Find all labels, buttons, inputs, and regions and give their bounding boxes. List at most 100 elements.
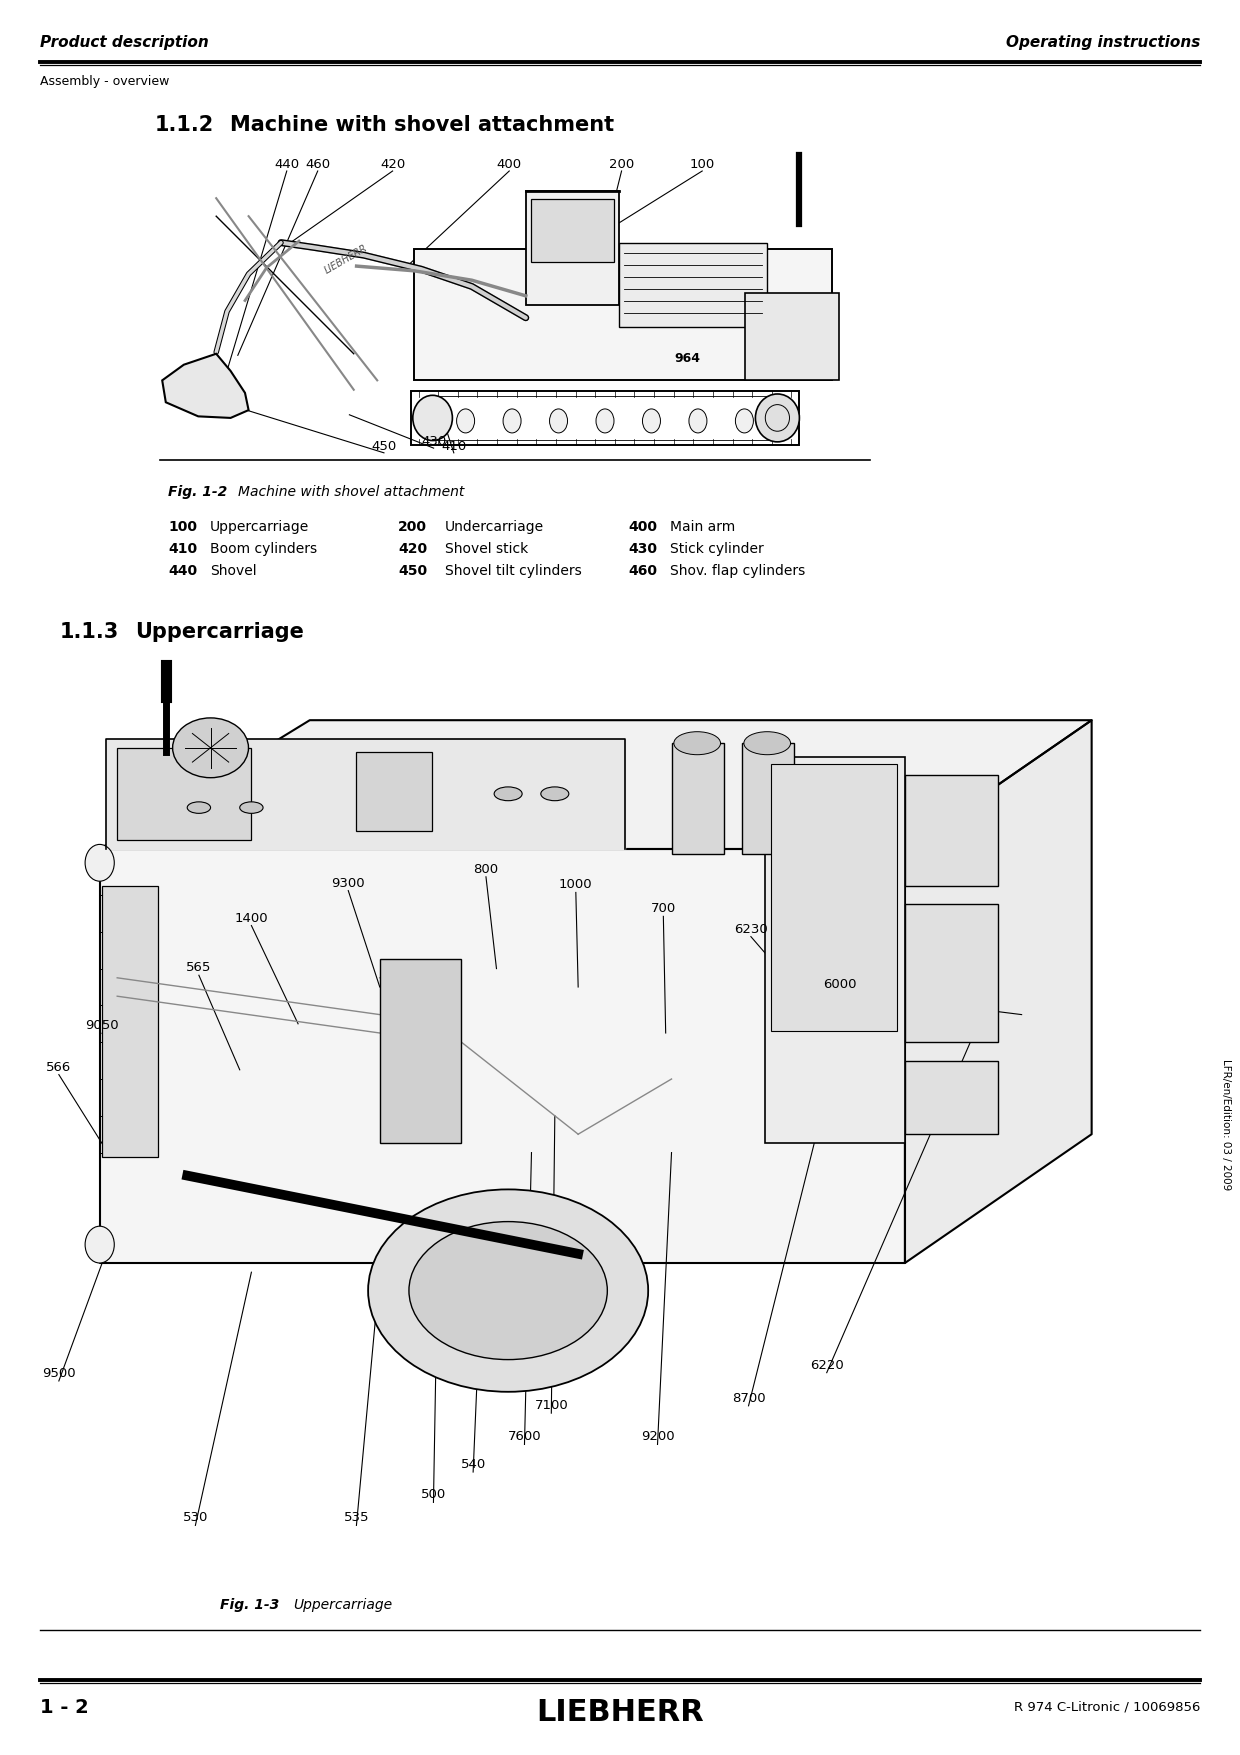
Text: 535: 535: [343, 1511, 370, 1525]
Text: 9300: 9300: [331, 876, 365, 890]
Ellipse shape: [172, 718, 248, 777]
Text: 800: 800: [474, 863, 498, 876]
Text: Undercarriage: Undercarriage: [445, 519, 544, 534]
Text: 200: 200: [609, 158, 634, 170]
Text: R 974 C-Litronic / 10069856: R 974 C-Litronic / 10069856: [1013, 1701, 1200, 1713]
Ellipse shape: [735, 409, 754, 433]
Text: 200: 200: [398, 519, 427, 534]
Polygon shape: [905, 720, 1091, 1264]
Text: 440: 440: [274, 158, 299, 170]
Bar: [905, 776, 998, 886]
Bar: [118, 748, 252, 841]
Text: Stick cylinder: Stick cylinder: [670, 542, 764, 556]
Ellipse shape: [239, 802, 263, 813]
Bar: [771, 765, 897, 1032]
Text: Shovel: Shovel: [210, 563, 257, 577]
Ellipse shape: [413, 395, 453, 441]
Text: 964: 964: [675, 353, 701, 365]
Bar: [526, 191, 620, 305]
Text: Machine with shovel attachment: Machine with shovel attachment: [238, 484, 464, 498]
Bar: [356, 753, 433, 830]
Text: Uppercarriage: Uppercarriage: [293, 1599, 392, 1613]
Text: 430: 430: [627, 542, 657, 556]
Ellipse shape: [86, 1227, 114, 1264]
Text: 410: 410: [441, 441, 466, 453]
Text: 1400: 1400: [234, 911, 268, 925]
Text: Uppercarriage: Uppercarriage: [210, 519, 309, 534]
Ellipse shape: [689, 409, 707, 433]
Text: Shov. flap cylinders: Shov. flap cylinders: [670, 563, 805, 577]
Text: 7600: 7600: [507, 1430, 542, 1443]
Text: 700: 700: [651, 902, 676, 916]
Bar: [414, 249, 832, 381]
Text: 6220: 6220: [810, 1358, 843, 1372]
Text: 420: 420: [398, 542, 427, 556]
Text: 500: 500: [420, 1488, 446, 1501]
Text: 565: 565: [186, 962, 212, 974]
Text: 420: 420: [379, 158, 405, 170]
Text: 7100: 7100: [534, 1399, 568, 1413]
Text: 566: 566: [46, 1060, 72, 1074]
Bar: [410, 391, 800, 444]
Text: 400: 400: [497, 158, 522, 170]
Text: LIEBHERR: LIEBHERR: [536, 1699, 704, 1727]
Text: Fig. 1-2: Fig. 1-2: [167, 484, 227, 498]
Text: 400: 400: [627, 519, 657, 534]
Text: Main arm: Main arm: [670, 519, 735, 534]
Text: Shovel tilt cylinders: Shovel tilt cylinders: [445, 563, 582, 577]
Ellipse shape: [549, 409, 568, 433]
Text: 6000: 6000: [823, 978, 857, 992]
Text: Assembly - overview: Assembly - overview: [40, 75, 170, 88]
Text: Product description: Product description: [40, 35, 208, 49]
Text: 1 - 2: 1 - 2: [40, 1699, 89, 1716]
Text: 9200: 9200: [641, 1430, 675, 1443]
Text: Operating instructions: Operating instructions: [1006, 35, 1200, 49]
Text: Boom cylinders: Boom cylinders: [210, 542, 317, 556]
Text: 8700: 8700: [732, 1392, 765, 1404]
Text: Shovel stick: Shovel stick: [445, 542, 528, 556]
Text: LFR/en/Edition: 03 / 2009: LFR/en/Edition: 03 / 2009: [1221, 1060, 1231, 1190]
Text: Fig. 1-3: Fig. 1-3: [219, 1599, 279, 1613]
Polygon shape: [105, 739, 625, 849]
Ellipse shape: [503, 409, 521, 433]
Polygon shape: [99, 849, 905, 1264]
Bar: [620, 242, 768, 326]
Text: 1.1.3: 1.1.3: [60, 621, 119, 642]
Text: 9500: 9500: [42, 1367, 76, 1379]
Ellipse shape: [368, 1190, 649, 1392]
Text: 9050: 9050: [86, 1020, 119, 1032]
Bar: [765, 756, 905, 1144]
Text: 100: 100: [167, 519, 197, 534]
Bar: [672, 742, 724, 853]
Text: 100: 100: [689, 158, 714, 170]
Ellipse shape: [456, 409, 475, 433]
Text: 6230: 6230: [734, 923, 768, 935]
Ellipse shape: [755, 393, 800, 442]
Text: 460: 460: [305, 158, 330, 170]
Text: 440: 440: [167, 563, 197, 577]
Ellipse shape: [187, 802, 211, 813]
Bar: [905, 904, 998, 1042]
Ellipse shape: [596, 409, 614, 433]
Text: 1000: 1000: [559, 879, 593, 892]
Text: 1.1.2: 1.1.2: [155, 116, 215, 135]
Polygon shape: [99, 720, 1091, 849]
Text: 530: 530: [182, 1511, 208, 1525]
Bar: [905, 1060, 998, 1134]
Ellipse shape: [541, 786, 569, 800]
Ellipse shape: [494, 786, 522, 800]
Bar: [102, 886, 157, 1157]
Bar: [531, 198, 614, 261]
Text: 450: 450: [398, 563, 427, 577]
Ellipse shape: [642, 409, 661, 433]
Text: 540: 540: [460, 1458, 486, 1471]
Text: 410: 410: [167, 542, 197, 556]
Text: LIEBHERR: LIEBHERR: [322, 244, 370, 276]
Text: 450: 450: [371, 441, 397, 453]
Text: 430: 430: [422, 435, 446, 448]
Ellipse shape: [86, 844, 114, 881]
Bar: [742, 742, 794, 853]
Ellipse shape: [409, 1221, 608, 1360]
Polygon shape: [162, 355, 248, 418]
Text: Uppercarriage: Uppercarriage: [135, 621, 304, 642]
